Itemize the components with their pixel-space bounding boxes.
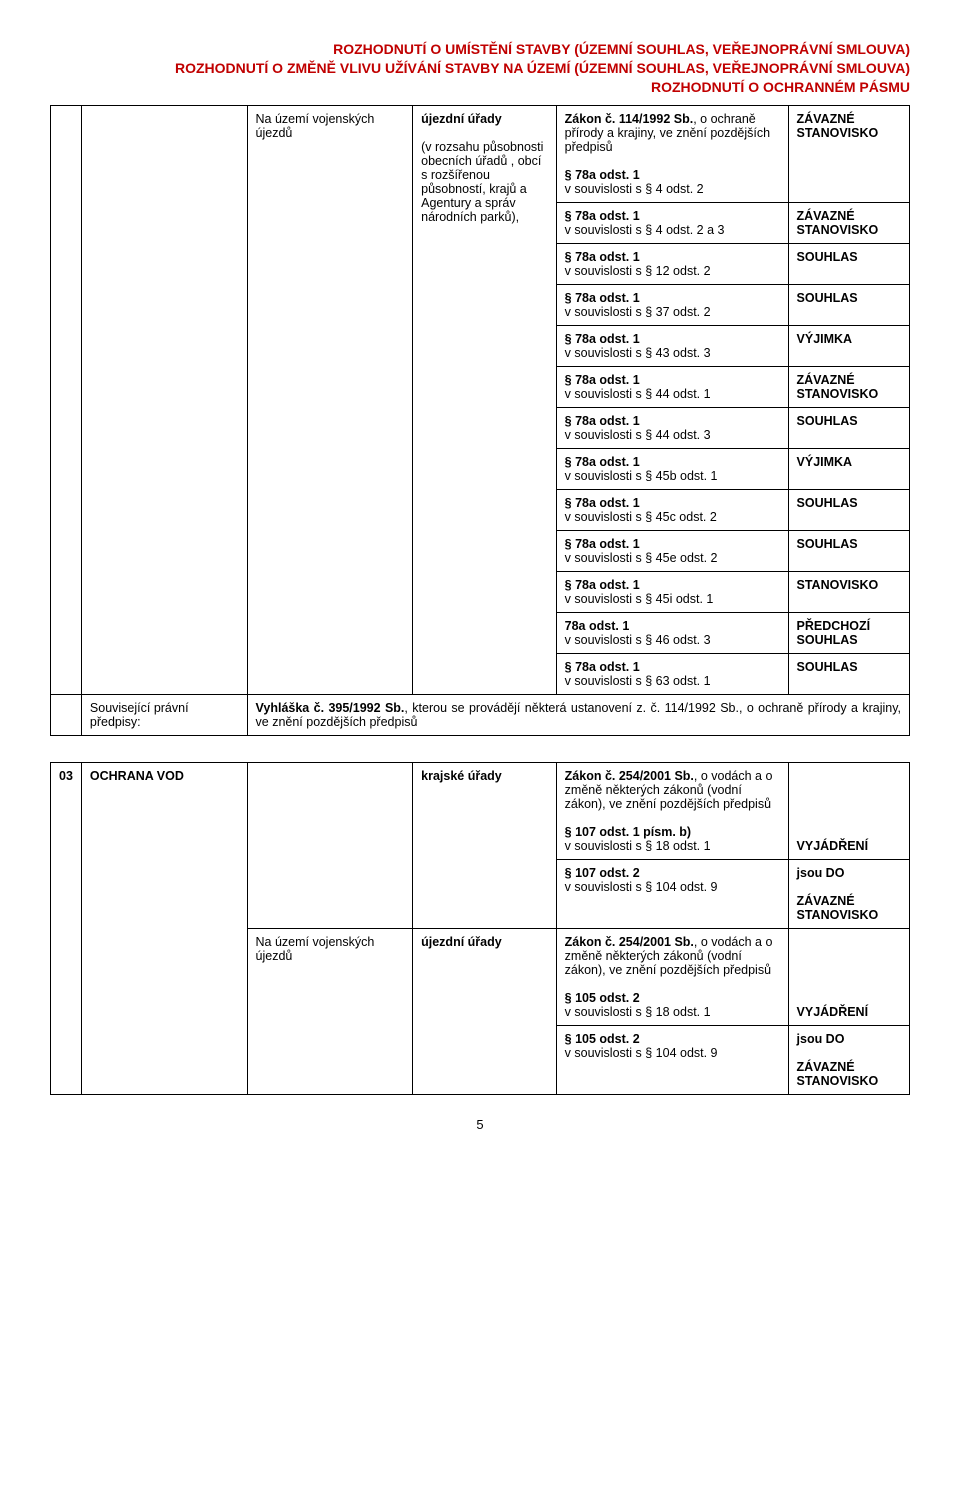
col-area: Na území vojenských újezdů (247, 105, 413, 694)
col-authority: újezdní úřady(v rozsahu působnosti obecn… (413, 105, 557, 694)
law-cell: § 78a odst. 1v souvislosti s § 45c odst.… (556, 489, 788, 530)
status-cell: VÝJIMKA (788, 325, 909, 366)
col-topic: OCHRANA VOD (81, 762, 247, 1094)
status-cell: SOUHLAS (788, 489, 909, 530)
col-num (51, 694, 82, 735)
col-area (247, 762, 413, 928)
related-text: Vyhláška č. 395/1992 Sb., kterou se prov… (247, 694, 909, 735)
table-block-2: 03OCHRANA VOD krajské úřadyZákon č. 254/2… (50, 762, 910, 1095)
page-header: ROZHODNUTÍ O UMÍSTĚNÍ STAVBY (ÚZEMNÍ SOU… (50, 40, 910, 97)
col-num (51, 105, 82, 694)
status-cell: PŘEDCHOZÍ SOUHLAS (788, 612, 909, 653)
header-line-3: ROZHODNUTÍ O OCHRANNÉM PÁSMU (50, 78, 910, 97)
page-number: 5 (50, 1117, 910, 1132)
law-cell: Zákon č. 254/2001 Sb., o vodách a o změn… (556, 762, 788, 859)
col-topic (81, 105, 247, 694)
law-cell: § 78a odst. 1v souvislosti s § 63 odst. … (556, 653, 788, 694)
col-area: Na území vojenských újezdů (247, 928, 413, 1094)
law-cell: Zákon č. 254/2001 Sb., o vodách a o změn… (556, 928, 788, 1025)
status-cell: jsou DOZÁVAZNÉ STANOVISKO (788, 859, 909, 928)
status-cell: SOUHLAS (788, 407, 909, 448)
law-cell: § 78a odst. 1v souvislosti s § 45e odst.… (556, 530, 788, 571)
col-num: 03 (51, 762, 82, 1094)
status-cell: SOUHLAS (788, 284, 909, 325)
status-cell: jsou DOZÁVAZNÉ STANOVISKO (788, 1025, 909, 1094)
status-cell: ZÁVAZNÉ STANOVISKO (788, 366, 909, 407)
col-authority: újezdní úřady (413, 928, 557, 1094)
law-cell: Zákon č. 114/1992 Sb., o ochraně přírody… (556, 105, 788, 202)
related-label: Související právní předpisy: (81, 694, 247, 735)
status-cell: ZÁVAZNÉ STANOVISKO (788, 105, 909, 202)
law-cell: 78a odst. 1v souvislosti s § 46 odst. 3 (556, 612, 788, 653)
status-cell: SOUHLAS (788, 653, 909, 694)
law-cell: § 78a odst. 1v souvislosti s § 37 odst. … (556, 284, 788, 325)
law-cell: § 78a odst. 1v souvislosti s § 12 odst. … (556, 243, 788, 284)
header-line-2: ROZHODNUTÍ O ZMĚNĚ VLIVU UŽÍVÁNÍ STAVBY … (50, 59, 910, 78)
table-block-1: Na území vojenských újezdůújezdní úřady(… (50, 105, 910, 736)
status-cell: VYJÁDŘENÍ (788, 928, 909, 1025)
law-cell: § 78a odst. 1v souvislosti s § 44 odst. … (556, 407, 788, 448)
status-cell: STANOVISKO (788, 571, 909, 612)
law-cell: § 78a odst. 1v souvislosti s § 44 odst. … (556, 366, 788, 407)
status-cell: VÝJIMKA (788, 448, 909, 489)
status-cell: ZÁVAZNÉ STANOVISKO (788, 202, 909, 243)
col-authority: krajské úřady (413, 762, 557, 928)
law-cell: § 78a odst. 1v souvislosti s § 45b odst.… (556, 448, 788, 489)
header-line-1: ROZHODNUTÍ O UMÍSTĚNÍ STAVBY (ÚZEMNÍ SOU… (50, 40, 910, 59)
law-cell: § 107 odst. 2v souvislosti s § 104 odst.… (556, 859, 788, 928)
law-cell: § 78a odst. 1v souvislosti s § 4 odst. 2… (556, 202, 788, 243)
status-cell: SOUHLAS (788, 243, 909, 284)
law-cell: § 78a odst. 1v souvislosti s § 43 odst. … (556, 325, 788, 366)
status-cell: VYJÁDŘENÍ (788, 762, 909, 859)
status-cell: SOUHLAS (788, 530, 909, 571)
law-cell: § 78a odst. 1v souvislosti s § 45i odst.… (556, 571, 788, 612)
law-cell: § 105 odst. 2v souvislosti s § 104 odst.… (556, 1025, 788, 1094)
